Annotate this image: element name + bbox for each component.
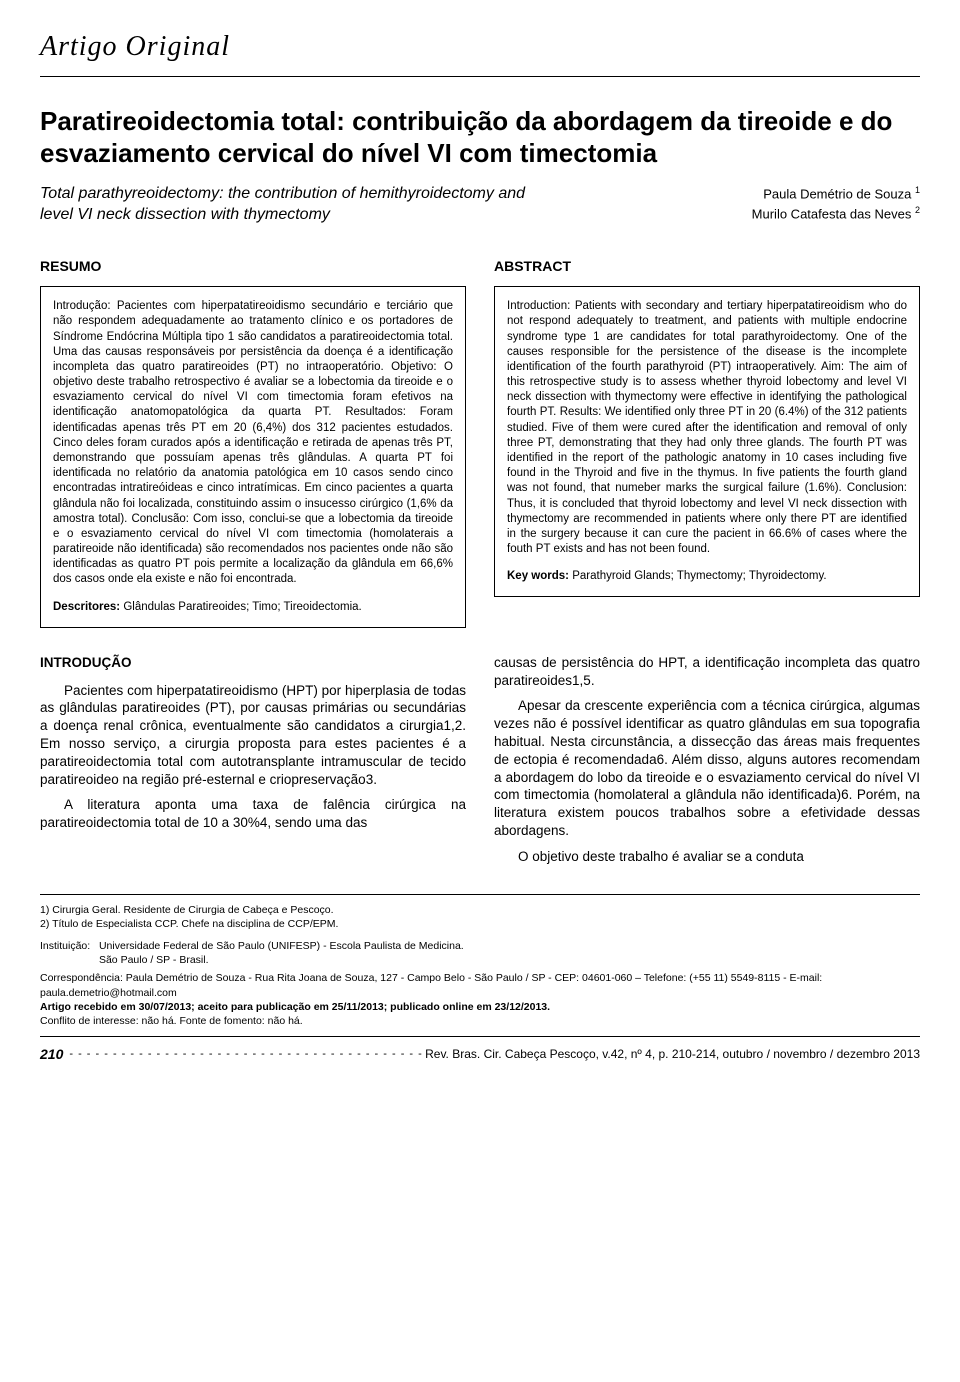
article-type-label: Artigo Original [40,28,920,66]
author-line: Murilo Catafesta das Neves 2 [752,204,920,224]
abstracts-row: RESUMO Introdução: Pacientes com hiperpa… [40,257,920,627]
intro-right-column: causas de persistência do HPT, a identif… [494,654,920,874]
abstract-keywords: Key words: Parathyroid Glands; Thymectom… [507,569,907,584]
institution-label: Instituição: [40,939,90,953]
title-row: Total parathyreoidectomy: the contributi… [40,184,920,226]
title-portuguese: Paratireoidectomia total: contribuição d… [40,105,920,170]
top-rule [40,76,920,77]
authors-block: Paula Demétrio de Souza 1 Murilo Catafes… [752,184,920,224]
resumo-box: Introdução: Pacientes com hiperpatatireo… [40,286,466,627]
page-number: 210 [40,1045,63,1064]
footer-rule [40,1036,920,1037]
resumo-keywords: Descritores: Glândulas Paratireoides; Ti… [53,600,453,615]
journal-reference: Rev. Bras. Cir. Cabeça Pescoço, v.42, nº… [425,1046,920,1062]
intro-paragraph: causas de persistência do HPT, a identif… [494,654,920,690]
intro-paragraph: A literatura aponta uma taxa de falência… [40,796,466,832]
dash-fill: - - - - - - - - - - - - - - - - - - - - … [63,1047,425,1062]
institution-block: Instituição: Universidade Federal de São… [40,939,920,967]
intro-columns: INTRODUÇÃO Pacientes com hiperpatatireoi… [40,654,920,874]
affiliations: 1) Cirurgia Geral. Residente de Cirurgia… [40,903,920,931]
resumo-column: RESUMO Introdução: Pacientes com hiperpa… [40,257,466,627]
institution-line: Universidade Federal de São Paulo (UNIFE… [99,940,464,952]
footer-row: 210 - - - - - - - - - - - - - - - - - - … [40,1045,920,1064]
intro-left-column: INTRODUÇÃO Pacientes com hiperpatatireoi… [40,654,466,874]
abstract-body: Introduction: Patients with secondary an… [507,299,907,557]
intro-paragraph: Pacientes com hiperpatatireoidismo (HPT)… [40,682,466,789]
affiliation-line: 1) Cirurgia Geral. Residente de Cirurgia… [40,903,920,917]
abstract-box: Introduction: Patients with secondary an… [494,286,920,597]
correspondence-block: Correspondência: Paula Demétrio de Souza… [40,971,920,1028]
resumo-body: Introdução: Pacientes com hiperpatatireo… [53,299,453,587]
footnote-rule [40,894,920,895]
intro-paragraph: Apesar da crescente experiência com a té… [494,697,920,840]
intro-paragraph: O objetivo deste trabalho é avaliar se a… [494,848,920,866]
institution-line: São Paulo / SP - Brasil. [99,954,209,966]
abstract-heading: ABSTRACT [494,257,920,276]
intro-heading: INTRODUÇÃO [40,654,466,672]
author-line: Paula Demétrio de Souza 1 [752,184,920,204]
received-line: Artigo recebido em 30/07/2013; aceito pa… [40,1000,920,1014]
affiliation-line: 2) Título de Especialista CCP. Chefe na … [40,917,920,931]
resumo-heading: RESUMO [40,257,466,276]
correspondence-line: Correspondência: Paula Demétrio de Souza… [40,971,920,999]
abstract-column: ABSTRACT Introduction: Patients with sec… [494,257,920,627]
title-english: Total parathyreoidectomy: the contributi… [40,184,560,226]
conflict-line: Conflito de interesse: não há. Fonte de … [40,1014,920,1028]
